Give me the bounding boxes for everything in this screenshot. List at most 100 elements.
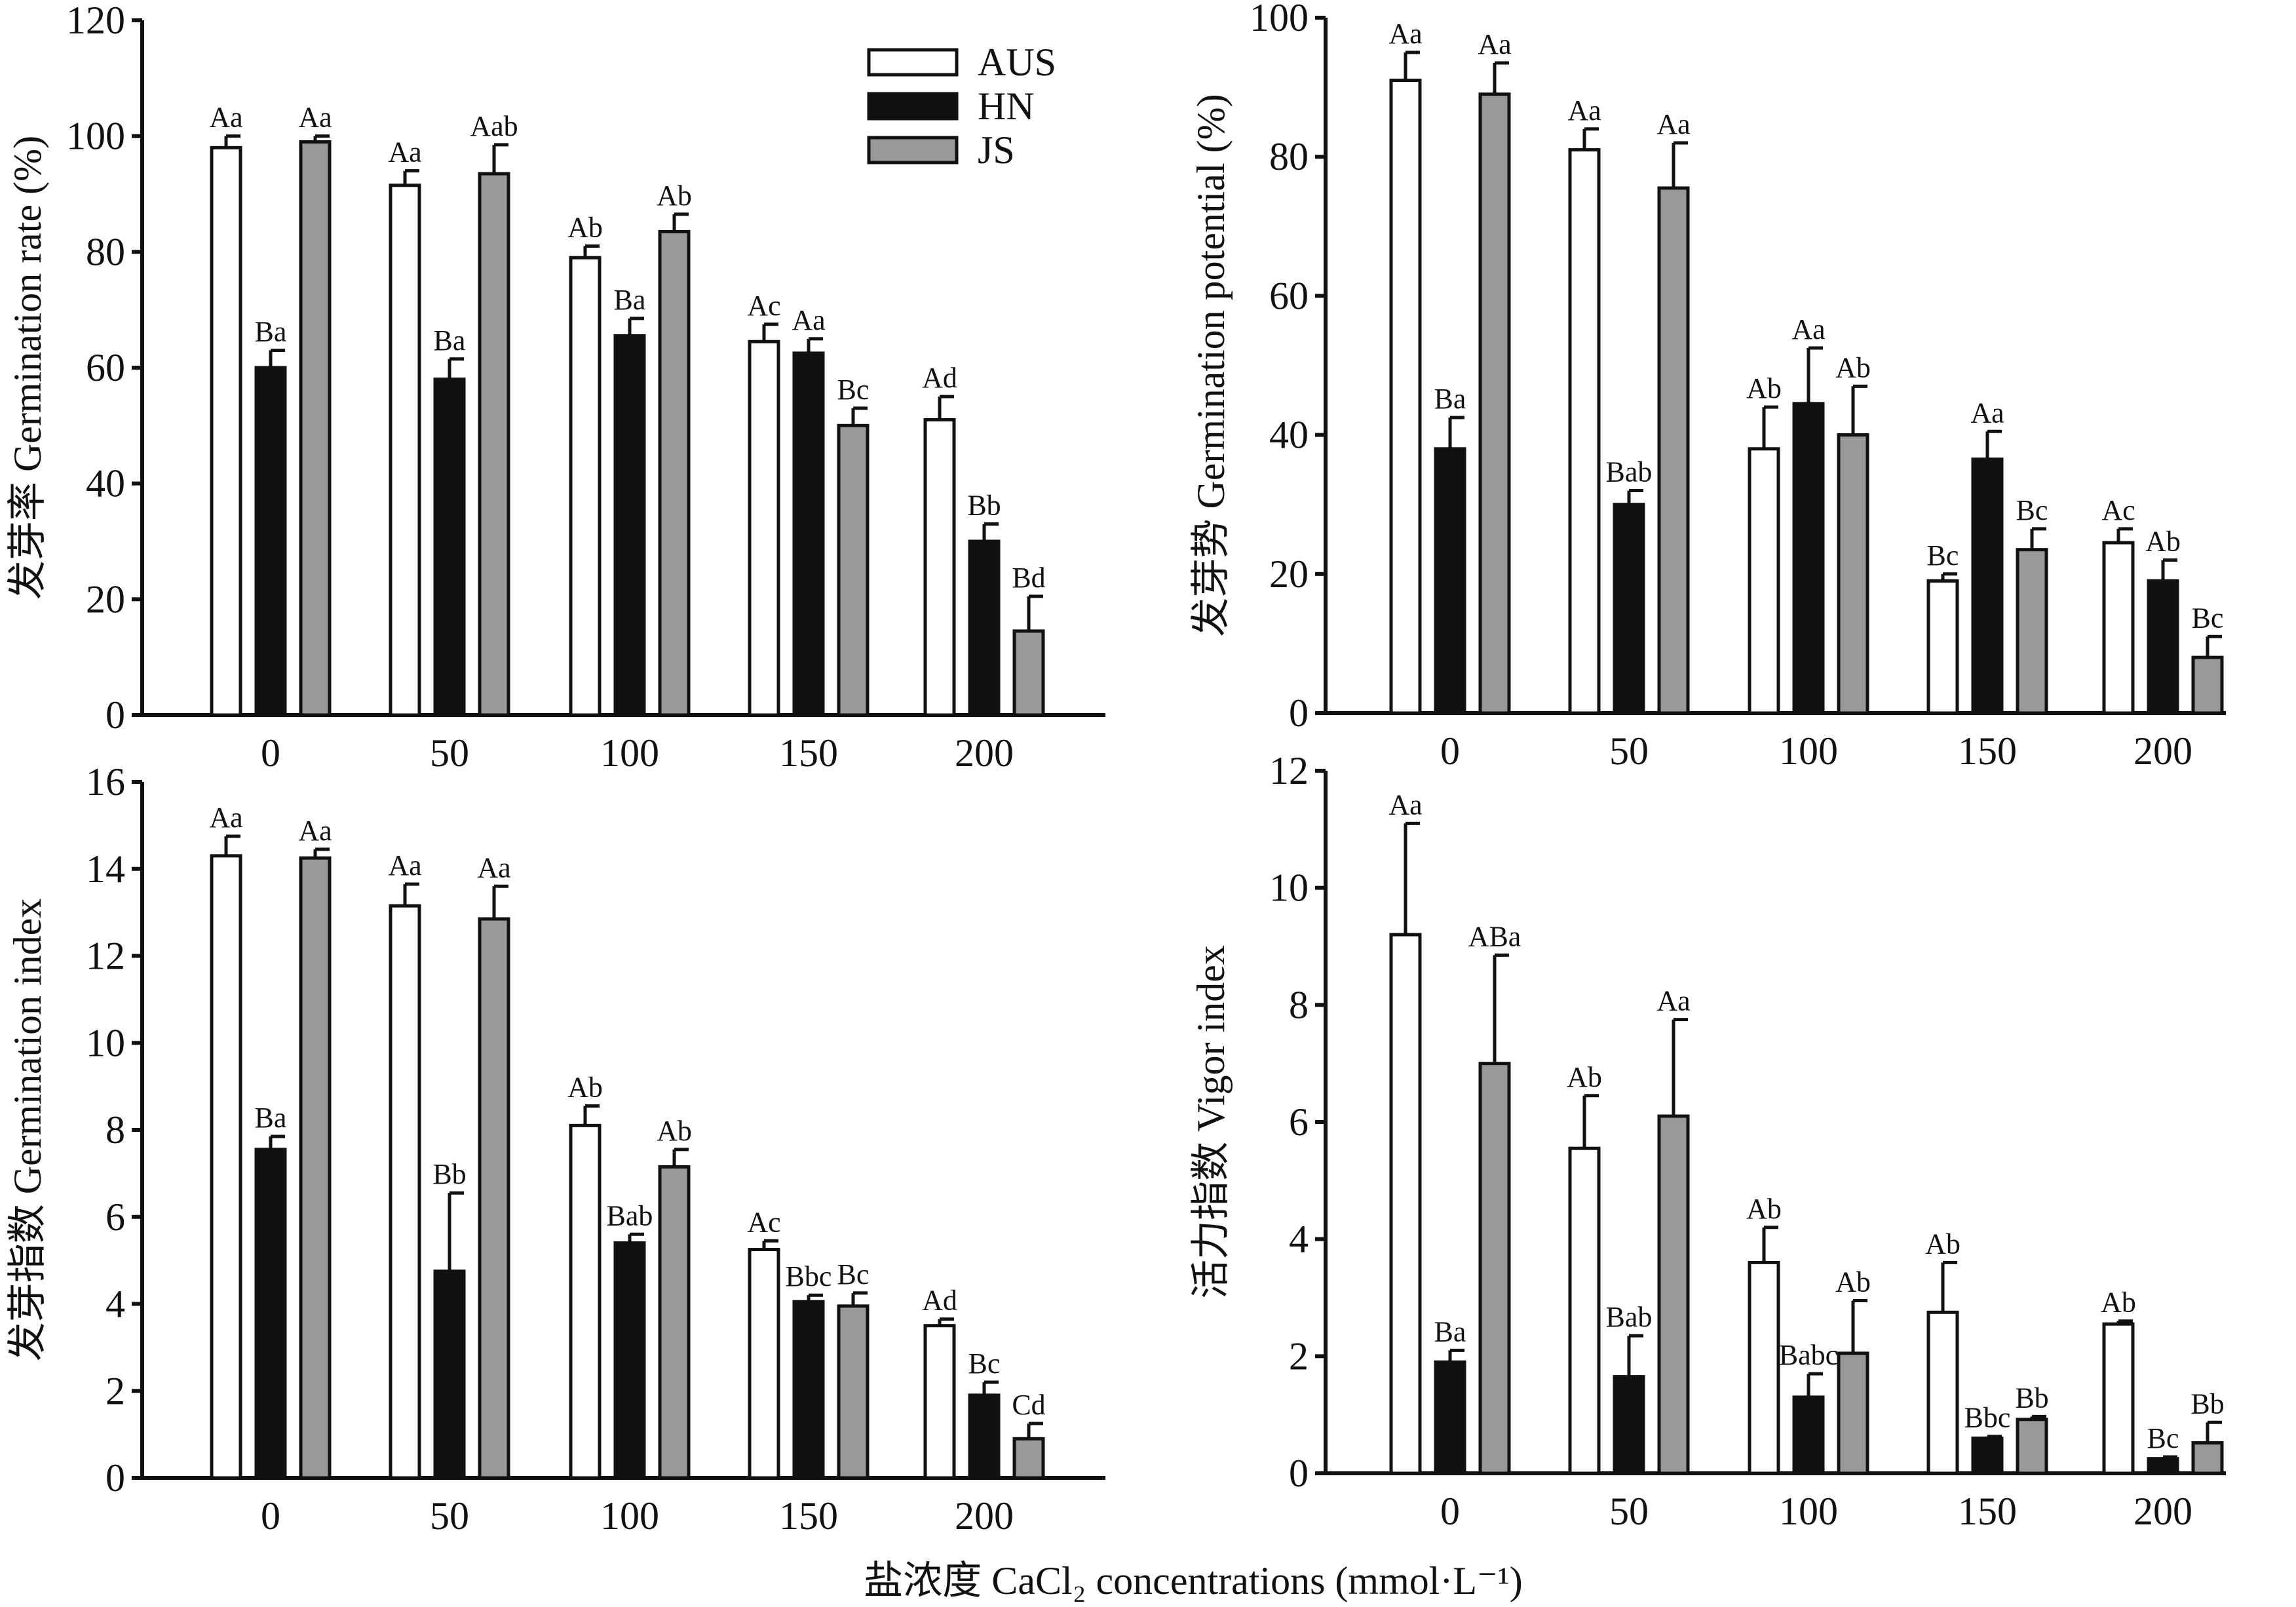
bar-aus: [389, 184, 421, 717]
x-tick-label: 100: [1779, 1490, 1838, 1533]
legend-swatch-js: [867, 136, 959, 165]
y-tick-label: 16: [86, 760, 125, 804]
y-tick-label: 40: [1269, 414, 1309, 457]
significance-label: Ba: [255, 1102, 287, 1134]
bar-js: [2016, 1418, 2048, 1475]
significance-label: Bc: [2147, 1422, 2179, 1454]
x-tick-label: 50: [430, 1494, 469, 1538]
bar-hn: [613, 1241, 646, 1480]
bar-js: [1478, 1062, 1511, 1475]
significance-label: Bb: [2191, 1387, 2224, 1420]
x-tick-label: 150: [779, 1494, 838, 1538]
y-tick-label: 0: [1289, 691, 1309, 735]
bar-js: [658, 1165, 691, 1480]
bar-aus: [1926, 1310, 1959, 1475]
y-tick-label: 100: [1250, 0, 1309, 39]
significance-label: Ba: [255, 316, 287, 348]
y-tick-label: 0: [105, 1456, 125, 1500]
significance-label: Bb: [967, 490, 1001, 522]
y-tick-label: 4: [105, 1283, 125, 1326]
x-tick-label: 150: [1958, 729, 2017, 773]
significance-label: Bc: [2016, 494, 2048, 526]
significance-label: Bb: [432, 1158, 466, 1190]
y-tick-label: 80: [86, 230, 125, 273]
significance-label: Aa: [298, 102, 332, 134]
bar-aus: [2102, 1322, 2135, 1475]
y-tick-label: 0: [105, 693, 125, 737]
bar-hn: [2147, 579, 2179, 715]
significance-label: Aa: [1478, 28, 1511, 60]
significance-label: Aa: [792, 304, 825, 336]
significance-label: Ab: [1567, 1061, 1602, 1093]
significance-label: Ab: [1746, 1193, 1782, 1225]
y-tick-label: 4: [1289, 1218, 1309, 1261]
y-tick-label: 12: [1269, 749, 1309, 792]
y-tick-label: 2: [105, 1369, 125, 1412]
bar-js: [299, 140, 332, 717]
x-tick-label: 0: [1440, 1490, 1460, 1533]
x-tick-label: 200: [955, 1494, 1014, 1538]
bar-js: [1012, 629, 1045, 717]
bar-hn: [1434, 1360, 1466, 1475]
x-tick-label: 50: [430, 731, 469, 775]
bar-hn: [433, 1269, 466, 1480]
y-tick-label: 20: [1269, 552, 1309, 596]
bar-js: [1837, 433, 1869, 715]
significance-label: Bc: [2192, 602, 2224, 634]
significance-label: Bab: [1606, 455, 1653, 488]
legend-swatch-aus: [867, 48, 959, 77]
bar-aus: [569, 256, 602, 717]
y-axis-label: 活力指数 Vigor index: [1189, 945, 1233, 1299]
y-tick-label: 6: [1289, 1100, 1309, 1144]
bar-aus: [389, 904, 421, 1480]
significance-label: Aa: [1388, 18, 1422, 50]
bar-aus: [1748, 1260, 1780, 1475]
bar-hn: [1971, 457, 2004, 715]
x-tick-label: 150: [1958, 1490, 2017, 1533]
bar-hn: [968, 1393, 1001, 1480]
significance-label: Bab: [1606, 1301, 1653, 1333]
bar-hn: [1613, 503, 1645, 715]
bar-aus: [1568, 148, 1601, 715]
significance-label: Cd: [1012, 1389, 1045, 1421]
bar-js: [2191, 655, 2224, 715]
bar-hn: [1971, 1436, 2004, 1475]
bar-hn: [792, 1300, 825, 1480]
significance-label: Bab: [607, 1199, 653, 1231]
significance-label: Ac: [747, 1206, 780, 1238]
significance-label: Ba: [434, 324, 466, 357]
bar-aus: [748, 1248, 780, 1480]
bar-aus: [1389, 78, 1422, 715]
significance-label: Ad: [922, 1285, 957, 1317]
chart-panel-1: 0 20 40 60 80 100 120 发芽率 Germination rate (%) 0…: [6, 0, 1105, 775]
significance-label: Bc: [837, 1258, 870, 1290]
y-tick-label: 60: [86, 346, 125, 389]
bar-aus: [210, 145, 242, 717]
significance-label: ABa: [1468, 920, 1521, 952]
chart-panel-3: 0 2 4 6 8 10 12 14 16 发芽指数 Germination index 0 50 10…: [6, 760, 1105, 1538]
y-tick-label: 0: [1289, 1452, 1309, 1495]
significance-label: Ba: [1434, 383, 1466, 415]
x-tick-label: 200: [2133, 729, 2192, 773]
significance-label: Bc: [968, 1347, 1001, 1380]
significance-label: Babc: [1779, 1339, 1838, 1371]
x-tick-label: 200: [955, 731, 1014, 775]
significance-label: Bc: [837, 374, 870, 406]
y-tick-label: 120: [66, 0, 125, 42]
x-tick-label: 200: [2133, 1490, 2192, 1533]
significance-label: Ab: [567, 1071, 603, 1103]
bar-js: [837, 423, 870, 717]
x-tick-label: 100: [600, 1494, 659, 1538]
x-axis-label: 盐浓度 CaCl₂ concentrations (mmol·L⁻¹): [864, 1559, 1522, 1602]
bar-js: [2016, 548, 2048, 715]
significance-label: Aa: [209, 802, 242, 834]
bar-hn: [1792, 402, 1825, 715]
y-tick-label: 20: [86, 577, 125, 621]
x-tick-label: 0: [261, 731, 280, 775]
y-tick-label: 6: [105, 1195, 125, 1239]
x-tick-label: 0: [1440, 729, 1460, 773]
significance-label: Aa: [388, 849, 421, 881]
significance-label: Ab: [567, 212, 603, 244]
x-tick-label: 100: [600, 731, 659, 775]
